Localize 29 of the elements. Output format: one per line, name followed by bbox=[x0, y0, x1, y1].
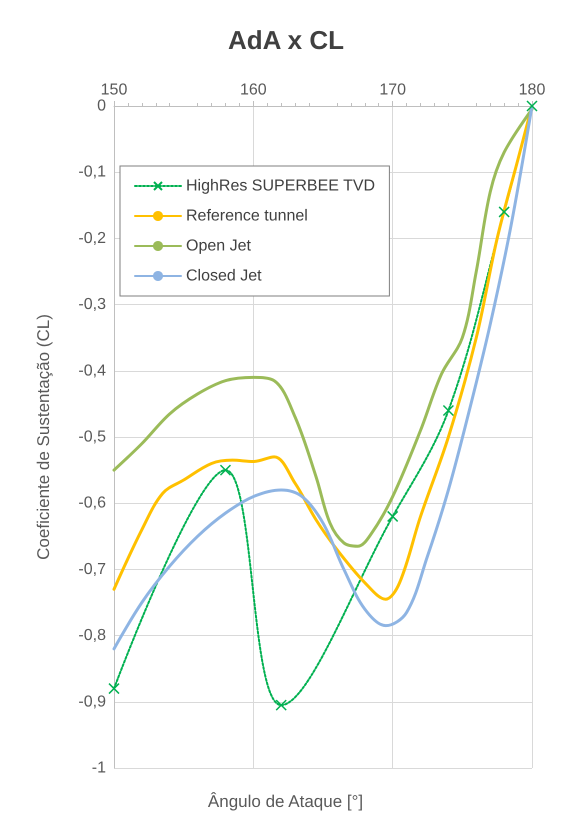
x-tick-label: 180 bbox=[518, 82, 546, 98]
y-tick-label: -0,3 bbox=[78, 296, 106, 314]
legend-label: HighRes SUPERBEE TVD bbox=[186, 178, 376, 194]
y-tick-label: 0 bbox=[97, 98, 106, 114]
x-tick-label: 160 bbox=[240, 82, 267, 98]
point bbox=[220, 464, 232, 476]
y-tick-label: -0,4 bbox=[78, 362, 106, 380]
y-tick-label: -0,5 bbox=[78, 428, 106, 446]
legend-label: Open Jet bbox=[186, 238, 252, 254]
y-tick-label: -0,9 bbox=[78, 693, 106, 710]
point bbox=[498, 206, 510, 218]
y-tick-label: -0,2 bbox=[78, 230, 106, 247]
y-axis-title: Coeficiente de Sustentação (CL) bbox=[34, 314, 53, 560]
point bbox=[442, 404, 454, 416]
point bbox=[526, 100, 538, 112]
x-axis-title: Ângulo de Ataque [°] bbox=[208, 792, 364, 811]
point bbox=[386, 510, 398, 522]
legend-label: Reference tunnel bbox=[186, 208, 308, 224]
y-tick-label: -0,1 bbox=[78, 164, 106, 181]
point bbox=[275, 699, 287, 711]
y-tick-label: -1 bbox=[92, 760, 106, 776]
point bbox=[108, 682, 120, 694]
chart-title: AdA x CL bbox=[228, 25, 344, 55]
y-tick-label: -0,6 bbox=[78, 494, 106, 512]
x-tick-label: 150 bbox=[100, 82, 128, 98]
y-tick-label: -0,8 bbox=[78, 627, 106, 644]
y-tick-label: -0,7 bbox=[78, 560, 106, 578]
x-tick-label: 170 bbox=[379, 82, 406, 98]
legend-label: Closed Jet bbox=[186, 268, 262, 284]
